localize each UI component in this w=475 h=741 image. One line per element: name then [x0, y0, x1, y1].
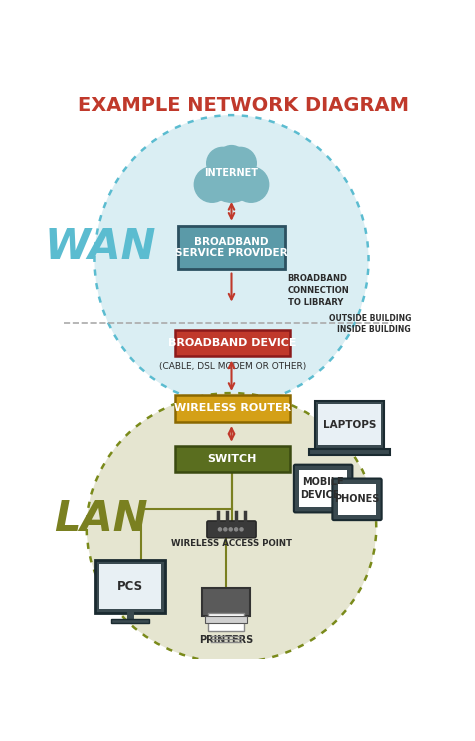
Text: EXAMPLE NETWORK DIAGRAM: EXAMPLE NETWORK DIAGRAM [78, 96, 409, 116]
FancyBboxPatch shape [174, 396, 290, 422]
FancyBboxPatch shape [318, 404, 381, 445]
Text: PCS: PCS [117, 580, 143, 593]
FancyBboxPatch shape [209, 613, 244, 631]
Text: BROADBAND
SERVICE PROVIDER: BROADBAND SERVICE PROVIDER [175, 236, 288, 259]
FancyBboxPatch shape [174, 446, 290, 472]
Circle shape [218, 528, 221, 531]
FancyBboxPatch shape [308, 448, 390, 455]
Text: (CABLE, DSL MODEM OR OTHER): (CABLE, DSL MODEM OR OTHER) [159, 362, 306, 370]
Text: PRINTERS: PRINTERS [199, 635, 253, 645]
FancyBboxPatch shape [174, 330, 290, 356]
FancyBboxPatch shape [314, 401, 384, 448]
Ellipse shape [95, 115, 369, 405]
FancyBboxPatch shape [178, 226, 285, 269]
FancyBboxPatch shape [332, 479, 381, 520]
Text: MOBILE
DEVICES: MOBILE DEVICES [300, 477, 346, 499]
Text: LAN: LAN [54, 497, 147, 539]
Text: OUTSIDE BUILDING: OUTSIDE BUILDING [329, 314, 411, 323]
FancyBboxPatch shape [111, 619, 149, 623]
FancyBboxPatch shape [202, 588, 250, 616]
Circle shape [224, 528, 227, 531]
Text: BROADBAND
CONNECTION
TO LIBRARY: BROADBAND CONNECTION TO LIBRARY [288, 274, 350, 307]
Text: SWITCH: SWITCH [208, 454, 257, 465]
Text: INSIDE BUILDING: INSIDE BUILDING [337, 325, 411, 333]
Text: WIRELESS ROUTER: WIRELESS ROUTER [174, 403, 291, 413]
Text: LAPTOPS: LAPTOPS [323, 419, 376, 430]
Text: WIRELESS ACCESS POINT: WIRELESS ACCESS POINT [171, 539, 292, 548]
FancyBboxPatch shape [207, 521, 256, 538]
Circle shape [233, 167, 269, 202]
Circle shape [218, 145, 246, 174]
Circle shape [235, 528, 238, 531]
FancyBboxPatch shape [299, 470, 347, 507]
Circle shape [207, 147, 238, 179]
Circle shape [194, 167, 230, 202]
FancyBboxPatch shape [95, 560, 164, 613]
Text: WAN: WAN [45, 226, 156, 268]
Circle shape [207, 153, 256, 202]
Text: PHONES: PHONES [334, 494, 380, 505]
Circle shape [224, 147, 256, 179]
FancyBboxPatch shape [205, 616, 247, 623]
FancyBboxPatch shape [294, 465, 352, 513]
Text: INTERNET: INTERNET [205, 168, 258, 178]
Circle shape [229, 528, 232, 531]
Text: BROADBAND DEVICE: BROADBAND DEVICE [168, 338, 296, 348]
Ellipse shape [87, 393, 376, 662]
FancyBboxPatch shape [99, 564, 161, 608]
Circle shape [240, 528, 243, 531]
FancyBboxPatch shape [338, 484, 376, 515]
